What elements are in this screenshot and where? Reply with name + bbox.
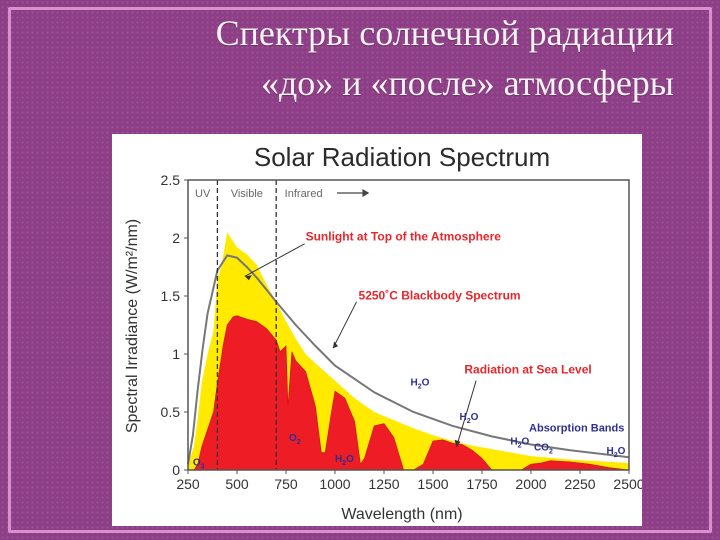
region-label-uv: UV	[195, 188, 211, 200]
infrared-arrow-head	[362, 189, 370, 197]
annotation-sea-level: Radiation at Sea Level	[464, 363, 591, 377]
x-tick-label: 1250	[368, 476, 399, 492]
x-tick-label: 500	[225, 476, 249, 492]
series-blackbody-line	[187, 254, 630, 465]
absorption-label: CO2	[534, 442, 553, 455]
y-tick-label: 1.5	[161, 288, 181, 304]
slide-title-line-1: Спектры солнечной радиации	[215, 13, 674, 53]
x-tick-label: 1500	[417, 476, 448, 492]
absorption-label: H2O	[459, 412, 478, 425]
chart-title: Solar Radiation Spectrum	[254, 142, 550, 172]
annotation-arrowhead-3	[454, 439, 461, 447]
region-label-visible: Visible	[231, 188, 263, 200]
x-axis-label: Wavelength (nm)	[341, 506, 462, 523]
chart-image: Solar Radiation Spectrum UV Visible Infrar…	[112, 134, 642, 526]
x-tick-label: 250	[176, 476, 200, 492]
annotation-arrowhead-2	[333, 341, 339, 349]
plot-area: UV Visible Infrared 250 500 750 1000 1250 1500 17…	[161, 172, 642, 492]
annotation-arrow-1	[244, 243, 305, 277]
annotation-blackbody: 5250˚C Blackbody Spectrum	[359, 288, 521, 302]
x-tick-label: 1750	[466, 476, 497, 492]
annotation-top-of-atmosphere: Sunlight at Top of the Atmosphere	[306, 229, 502, 243]
annotation-arrowhead-1	[244, 275, 252, 281]
y-tick-label: 0	[172, 462, 180, 478]
annotation-arrow-2	[332, 301, 358, 349]
slide-frame	[8, 7, 712, 533]
x-tick-label: 1000	[319, 476, 350, 492]
annotation-arrow-3	[456, 380, 477, 447]
solar-spectrum-chart: Solar Radiation Spectrum UV Visible Infrar…	[124, 142, 642, 523]
annotation-absorption-bands: Absorption Bands	[529, 423, 624, 435]
absorption-label: H2O	[335, 454, 354, 467]
absorption-label: O2	[289, 433, 301, 446]
x-tick-label: 2000	[515, 476, 546, 492]
y-tick-label: 1	[172, 346, 180, 362]
x-tick-label: 2500	[613, 476, 642, 492]
y-tick-label: 0.5	[161, 404, 181, 420]
absorption-label: H2O	[510, 436, 529, 449]
x-tick-label: 2250	[564, 476, 595, 492]
x-tick-label: 750	[274, 476, 298, 492]
slide-title-line-2: «до» и «после» атмосферы	[260, 63, 674, 103]
region-label-infrared: Infrared	[285, 188, 323, 200]
absorption-label: H2O	[410, 377, 429, 390]
y-axis-label: Spectral Irradiance (W/m²/nm)	[124, 219, 141, 433]
plot-border	[187, 179, 630, 471]
absorption-label: H2O	[606, 446, 625, 459]
y-tick-label: 2.5	[161, 172, 181, 188]
y-tick-label: 2	[172, 230, 180, 246]
absorption-label: O3	[193, 457, 205, 470]
